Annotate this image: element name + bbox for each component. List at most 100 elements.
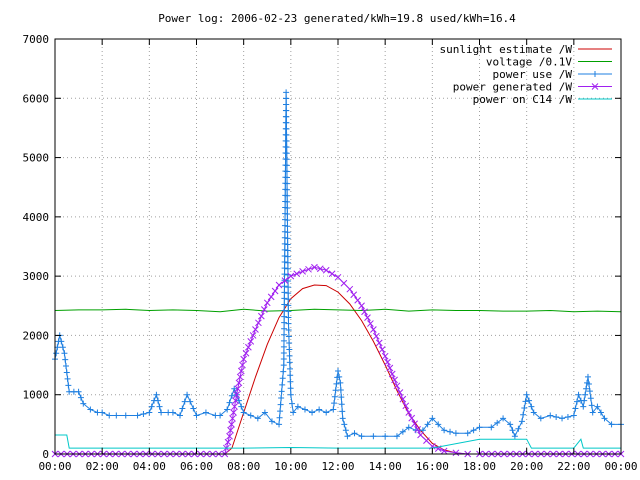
data-point-plus — [280, 368, 287, 375]
data-point-plus — [358, 433, 365, 440]
data-point-plus — [294, 403, 301, 410]
data-point-cross — [229, 415, 236, 422]
data-point-plus — [601, 415, 608, 422]
data-point-plus — [281, 307, 288, 314]
data-point-cross — [227, 426, 234, 434]
data-point-plus — [592, 71, 598, 77]
data-point-plus — [284, 247, 291, 254]
data-point-plus — [231, 385, 238, 392]
data-point-cross — [235, 379, 243, 387]
data-point-plus — [190, 405, 197, 412]
data-point-plus — [316, 406, 323, 413]
data-point-cross — [375, 339, 383, 347]
data-point-plus — [283, 95, 290, 102]
data-point-plus — [341, 421, 348, 428]
data-point-plus — [148, 403, 155, 410]
data-point-cross — [239, 361, 246, 369]
data-point-plus — [285, 320, 292, 327]
data-point-plus — [570, 412, 577, 419]
data-point-plus — [287, 391, 294, 398]
data-point-cross — [224, 438, 232, 446]
data-point-plus — [62, 356, 69, 363]
data-point-plus — [351, 430, 358, 437]
x-tick-label: 00:00 — [38, 460, 71, 473]
x-tick-label: 12:00 — [321, 460, 354, 473]
data-point-cross — [396, 389, 404, 396]
data-point-cross — [293, 270, 301, 278]
data-point-plus — [399, 428, 406, 435]
data-point-plus — [99, 409, 106, 416]
data-point-plus — [338, 401, 345, 408]
data-point-plus — [581, 397, 588, 404]
data-point-plus — [330, 406, 337, 413]
data-point-cross — [440, 447, 448, 455]
data-point-plus — [284, 235, 291, 242]
data-point-plus — [276, 414, 283, 421]
y-tick-label: 0 — [42, 448, 49, 461]
data-point-plus — [58, 338, 65, 345]
data-point-plus — [518, 418, 525, 425]
data-point-cross — [386, 364, 394, 372]
y-tick-label: 7000 — [23, 33, 50, 46]
data-point-plus — [184, 391, 191, 398]
data-point-plus — [523, 391, 530, 398]
x-tick-label: 20:00 — [510, 460, 543, 473]
data-point-cross — [328, 270, 336, 278]
data-point-plus — [283, 107, 290, 114]
data-point-plus — [286, 359, 293, 366]
data-point-cross — [370, 326, 377, 333]
x-tick-label: 00:00 — [604, 460, 637, 473]
data-point-plus — [284, 265, 291, 272]
data-point-plus — [289, 400, 296, 407]
data-point-plus — [176, 412, 183, 419]
data-point-plus — [158, 409, 165, 416]
data-point-cross — [334, 273, 342, 281]
data-point-plus — [87, 406, 94, 413]
data-point-plus — [285, 327, 292, 334]
data-point-cross — [260, 306, 268, 313]
data-point-plus — [281, 325, 288, 332]
data-point-plus — [283, 125, 290, 132]
data-point-plus — [276, 421, 283, 428]
data-point-plus — [283, 150, 290, 157]
data-point-plus — [280, 362, 287, 369]
series-1 — [54, 308, 622, 313]
data-point-plus — [284, 253, 291, 260]
data-point-plus — [153, 391, 160, 398]
data-point-plus — [339, 408, 346, 415]
data-point-plus — [277, 401, 284, 408]
axis-ticks: 0 1000 2000 3000 4000 5000 6000 7000 00:00 02:00 0… — [23, 33, 638, 473]
x-tick-label: 16:00 — [416, 460, 449, 473]
data-point-plus — [284, 204, 291, 211]
data-point-plus — [280, 349, 287, 356]
data-point-plus — [286, 346, 293, 353]
data-point-plus — [284, 259, 291, 266]
data-point-plus — [283, 174, 290, 181]
data-point-plus — [134, 412, 141, 419]
data-point-plus — [337, 379, 344, 386]
data-point-plus — [278, 395, 285, 402]
data-point-plus — [488, 424, 495, 431]
data-point-plus — [279, 381, 286, 388]
data-point-plus — [323, 409, 330, 416]
x-tick-label: 06:00 — [180, 460, 213, 473]
data-point-plus — [281, 271, 288, 278]
data-point-plus — [285, 290, 292, 297]
data-point-plus — [106, 412, 113, 419]
data-point-plus — [287, 385, 294, 392]
data-point-plus — [181, 398, 188, 405]
data-point-plus — [339, 415, 346, 422]
data-point-plus — [281, 234, 288, 241]
data-point-plus — [193, 412, 200, 419]
data-point-plus — [530, 409, 537, 416]
data-point-plus — [284, 192, 291, 199]
data-point-plus — [283, 168, 290, 175]
data-point-plus — [285, 333, 292, 340]
data-point-cross — [340, 279, 348, 287]
data-point-plus — [283, 162, 290, 169]
data-point-plus — [283, 101, 290, 108]
legend-label: power on C14 /W — [473, 93, 573, 106]
data-point-plus — [281, 301, 288, 308]
series-line — [54, 308, 622, 313]
data-point-plus — [280, 337, 287, 344]
